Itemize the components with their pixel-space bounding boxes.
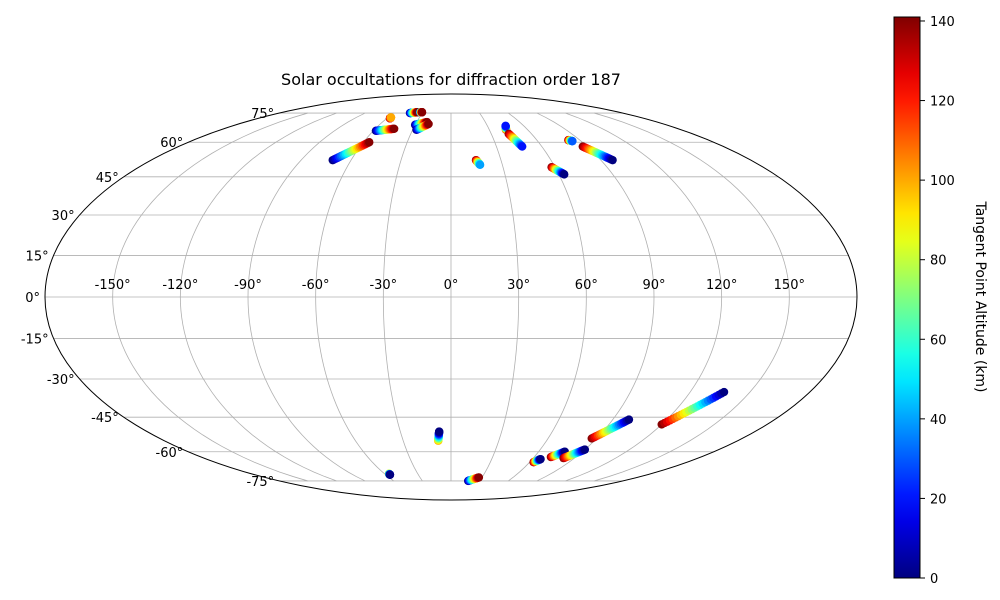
occultation-point: [389, 124, 399, 133]
latitude-tick-label: -75°: [246, 475, 274, 490]
longitude-tick-label: 60°: [575, 278, 598, 293]
latitude-tick-label: 60°: [160, 136, 183, 151]
occultation-point: [536, 454, 545, 464]
chart-title: Solar occultations for diffraction order…: [281, 70, 621, 89]
occultation-point: [501, 121, 510, 131]
colorbar-tick-label: 80: [930, 254, 947, 269]
occultation-point: [474, 473, 484, 482]
longitude-gridline: [315, 112, 394, 482]
latitude-tick-label: -30°: [47, 373, 75, 388]
latitude-tick-label: 15°: [26, 249, 49, 264]
latitude-tick-label: -60°: [156, 446, 184, 461]
colorbar-tick-label: 100: [930, 174, 955, 189]
longitude-gridline: [479, 112, 520, 482]
colorbar-tick-label: 20: [930, 492, 947, 507]
colorbar-tick-label: 40: [930, 413, 947, 428]
colorbar-tick-label: 120: [930, 95, 955, 110]
occultation-points: [328, 108, 729, 486]
longitude-gridline: [565, 112, 723, 482]
map-boundary: [44, 93, 858, 501]
longitude-tick-label: -30°: [369, 278, 397, 293]
longitude-tick-label: 150°: [774, 278, 805, 293]
longitude-tick-label: -120°: [162, 278, 198, 293]
occultation-point: [417, 108, 427, 117]
occultation-point: [434, 427, 444, 436]
latitude-tick-label: 75°: [251, 107, 274, 122]
colorbar-label: Tangent Point Altitude (km): [972, 200, 988, 392]
colorbar-tick-label: 0: [930, 572, 938, 587]
colorbar-ticks: 0 20 40 60 80 100 120 140: [920, 15, 955, 587]
occultation-point: [365, 138, 374, 147]
latitude-tick-label: 45°: [96, 171, 119, 186]
longitude-tick-label: 90°: [642, 278, 665, 293]
latitude-tick-label: -45°: [91, 411, 119, 426]
map-gridlines: [45, 112, 857, 482]
occultation-point: [386, 113, 396, 122]
occultation-point: [719, 387, 729, 397]
colorbar-tick-label: 140: [930, 15, 955, 30]
longitude-tick-labels: -150° -120° -90° -60° -30° 0° 30° 60° 90° 120° 150…: [95, 278, 805, 293]
occultation-point: [517, 142, 527, 151]
longitude-tick-label: 120°: [706, 278, 737, 293]
occultation-point: [580, 445, 590, 454]
longitude-tick-label: 0°: [444, 278, 459, 293]
occultation-point: [385, 470, 395, 479]
longitude-gridline: [247, 112, 366, 482]
longitude-gridline: [594, 112, 790, 482]
occultation-point: [608, 155, 617, 165]
occultation-point: [568, 136, 577, 146]
longitude-gridline: [112, 112, 308, 482]
latitude-tick-labels: -75° -60° -45° -30° -15° 0° 15° 30° 45° 60° 75°: [21, 107, 274, 490]
occultation-point: [624, 415, 634, 424]
colorbar-tick-label: 60: [930, 333, 947, 348]
latitude-tick-label: 0°: [25, 291, 40, 306]
longitude-tick-label: 30°: [507, 278, 530, 293]
longitude-gridline: [382, 112, 423, 482]
longitude-tick-label: -150°: [95, 278, 131, 293]
colorbar: [893, 16, 921, 579]
latitude-tick-label: -15°: [21, 333, 49, 348]
longitude-tick-label: -60°: [302, 278, 330, 293]
occultation-point: [560, 170, 569, 179]
occultation-point: [475, 160, 485, 170]
latitude-tick-label: 30°: [52, 209, 75, 224]
occultation-point: [424, 119, 433, 129]
longitude-gridline: [179, 112, 337, 482]
longitude-tick-label: -90°: [234, 278, 262, 293]
